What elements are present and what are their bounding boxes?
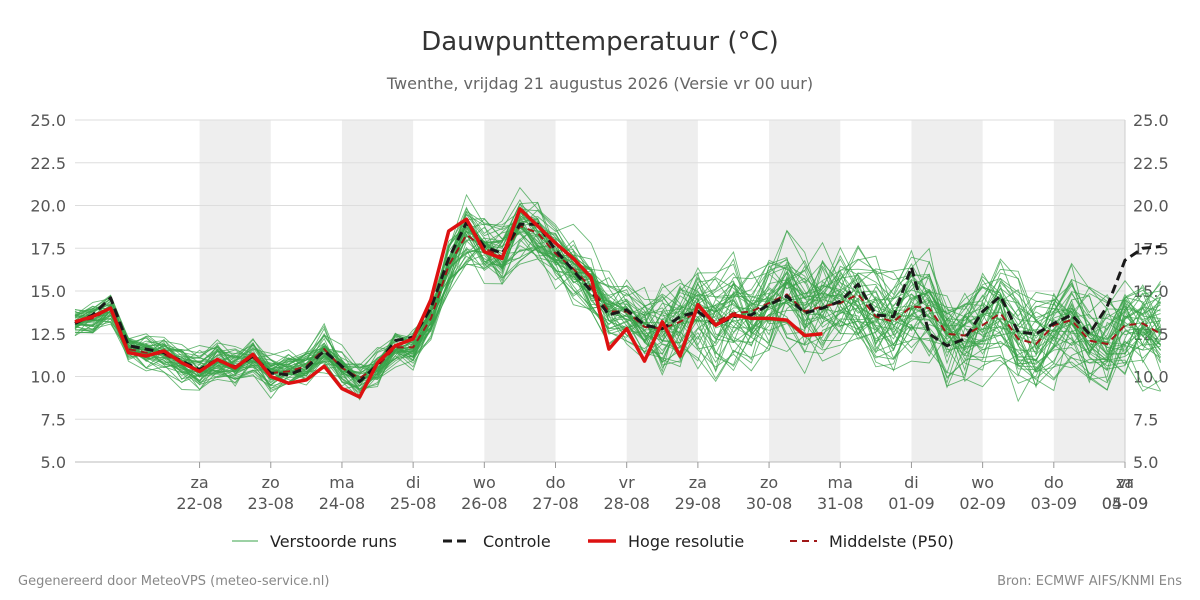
y-tick-label-left: 5.0: [41, 453, 66, 472]
y-tick-label-left: 25.0: [30, 111, 66, 130]
x-tick-weekday: ma: [828, 473, 853, 492]
y-tick-label-left: 17.5: [30, 239, 66, 258]
x-tick-weekday: za: [689, 473, 707, 492]
x-tick-weekday: vr: [619, 473, 635, 492]
x-tick-date: 23-08: [248, 494, 295, 513]
x-tick-date: 29-08: [675, 494, 722, 513]
x-tick-weekday: zo: [760, 473, 778, 492]
chart-subtitle: Twenthe, vrijdag 21 augustus 2026 (Versi…: [386, 74, 813, 93]
x-tick-weekday: za: [1116, 473, 1134, 492]
y-tick-label-left: 10.0: [30, 368, 66, 387]
y-tick-label-left: 22.5: [30, 154, 66, 173]
y-axis-left: 25.0 22.5 20.0 17.5 15.0 12.5 10.0 7.5 5.0: [30, 111, 66, 472]
ensemble-member-line: [74, 218, 1161, 391]
ensemble-member-line: [74, 211, 1161, 382]
legend-label-median: Middelste (P50): [829, 532, 954, 551]
footer-generated: Gegenereerd door MeteoVPS (meteo-service…: [18, 574, 329, 589]
y-tick-label-right: 10.0: [1133, 368, 1169, 387]
x-tick-weekday: za: [190, 473, 208, 492]
x-tick-weekday: di: [904, 473, 919, 492]
x-tick-date: 03-09: [1031, 494, 1078, 513]
main-series: [74, 207, 1162, 399]
x-tick-date: 25-08: [390, 494, 437, 513]
legend-label-control: Controle: [483, 532, 551, 551]
x-tick-weekday: do: [546, 473, 566, 492]
x-tick-weekday: di: [406, 473, 421, 492]
y-tick-label-right: 7.5: [1133, 410, 1158, 429]
ensemble-member-line: [74, 206, 1161, 390]
x-tick-date: 04-09: [1102, 494, 1149, 513]
ensemble-member-line: [74, 227, 1161, 399]
y-tick-label-left: 7.5: [41, 410, 66, 429]
control-line: [74, 221, 1161, 384]
x-tick-date: 28-08: [603, 494, 650, 513]
x-tick-date: 01-09: [888, 494, 935, 513]
ensemble-member-line: [74, 224, 1161, 390]
y-tick-label-right: 20.0: [1133, 197, 1169, 216]
legend: Verstoorde runs Controle Hoge resolutie …: [232, 532, 954, 551]
ensemble-member-line: [74, 226, 1161, 400]
x-tick-weekday: ma: [329, 473, 354, 492]
x-tick-weekday: vr: [1117, 473, 1133, 492]
grid-lines: [75, 119, 1126, 463]
y-tick-label-right: 5.0: [1133, 453, 1158, 472]
x-axis: za 22-08 zo 23-08 ma 24-08 di 25-08 wo 26-08 do 27-…: [176, 462, 1148, 513]
legend-label-high-res: Hoge resolutie: [628, 532, 744, 551]
ensemble-member-line: [74, 219, 1161, 386]
ensemble-member-line: [75, 186, 1162, 401]
x-tick-weekday: do: [1044, 473, 1064, 492]
chart-title: Dauwpunttemperatuur (°C): [421, 27, 779, 57]
x-tick-date: 31-08: [817, 494, 864, 513]
x-tick-weekday: wo: [971, 473, 994, 492]
x-tick-date: 05-09: [1102, 494, 1149, 513]
legend-label-ensemble: Verstoorde runs: [270, 532, 397, 551]
x-tick-weekday: wo: [473, 473, 496, 492]
y-tick-label-right: 22.5: [1133, 154, 1169, 173]
footer-source: Bron: ECMWF AIFS/KNMI Ens: [997, 574, 1182, 589]
x-tick-date: 24-08: [319, 494, 366, 513]
x-tick-date: 30-08: [746, 494, 793, 513]
ensemble-member-line: [74, 218, 1162, 379]
high-res-line: [74, 207, 823, 399]
x-tick-date: 22-08: [176, 494, 223, 513]
x-tick-date: 26-08: [461, 494, 508, 513]
ensemble-member-line: [74, 226, 1161, 381]
x-tick-date: 27-08: [532, 494, 579, 513]
x-tick-date: 02-09: [959, 494, 1006, 513]
y-tick-label-left: 12.5: [30, 325, 66, 344]
y-tick-label-left: 20.0: [30, 197, 66, 216]
y-tick-label-right: 25.0: [1133, 111, 1169, 130]
y-tick-label-left: 15.0: [30, 282, 66, 301]
x-tick-weekday: zo: [262, 473, 280, 492]
